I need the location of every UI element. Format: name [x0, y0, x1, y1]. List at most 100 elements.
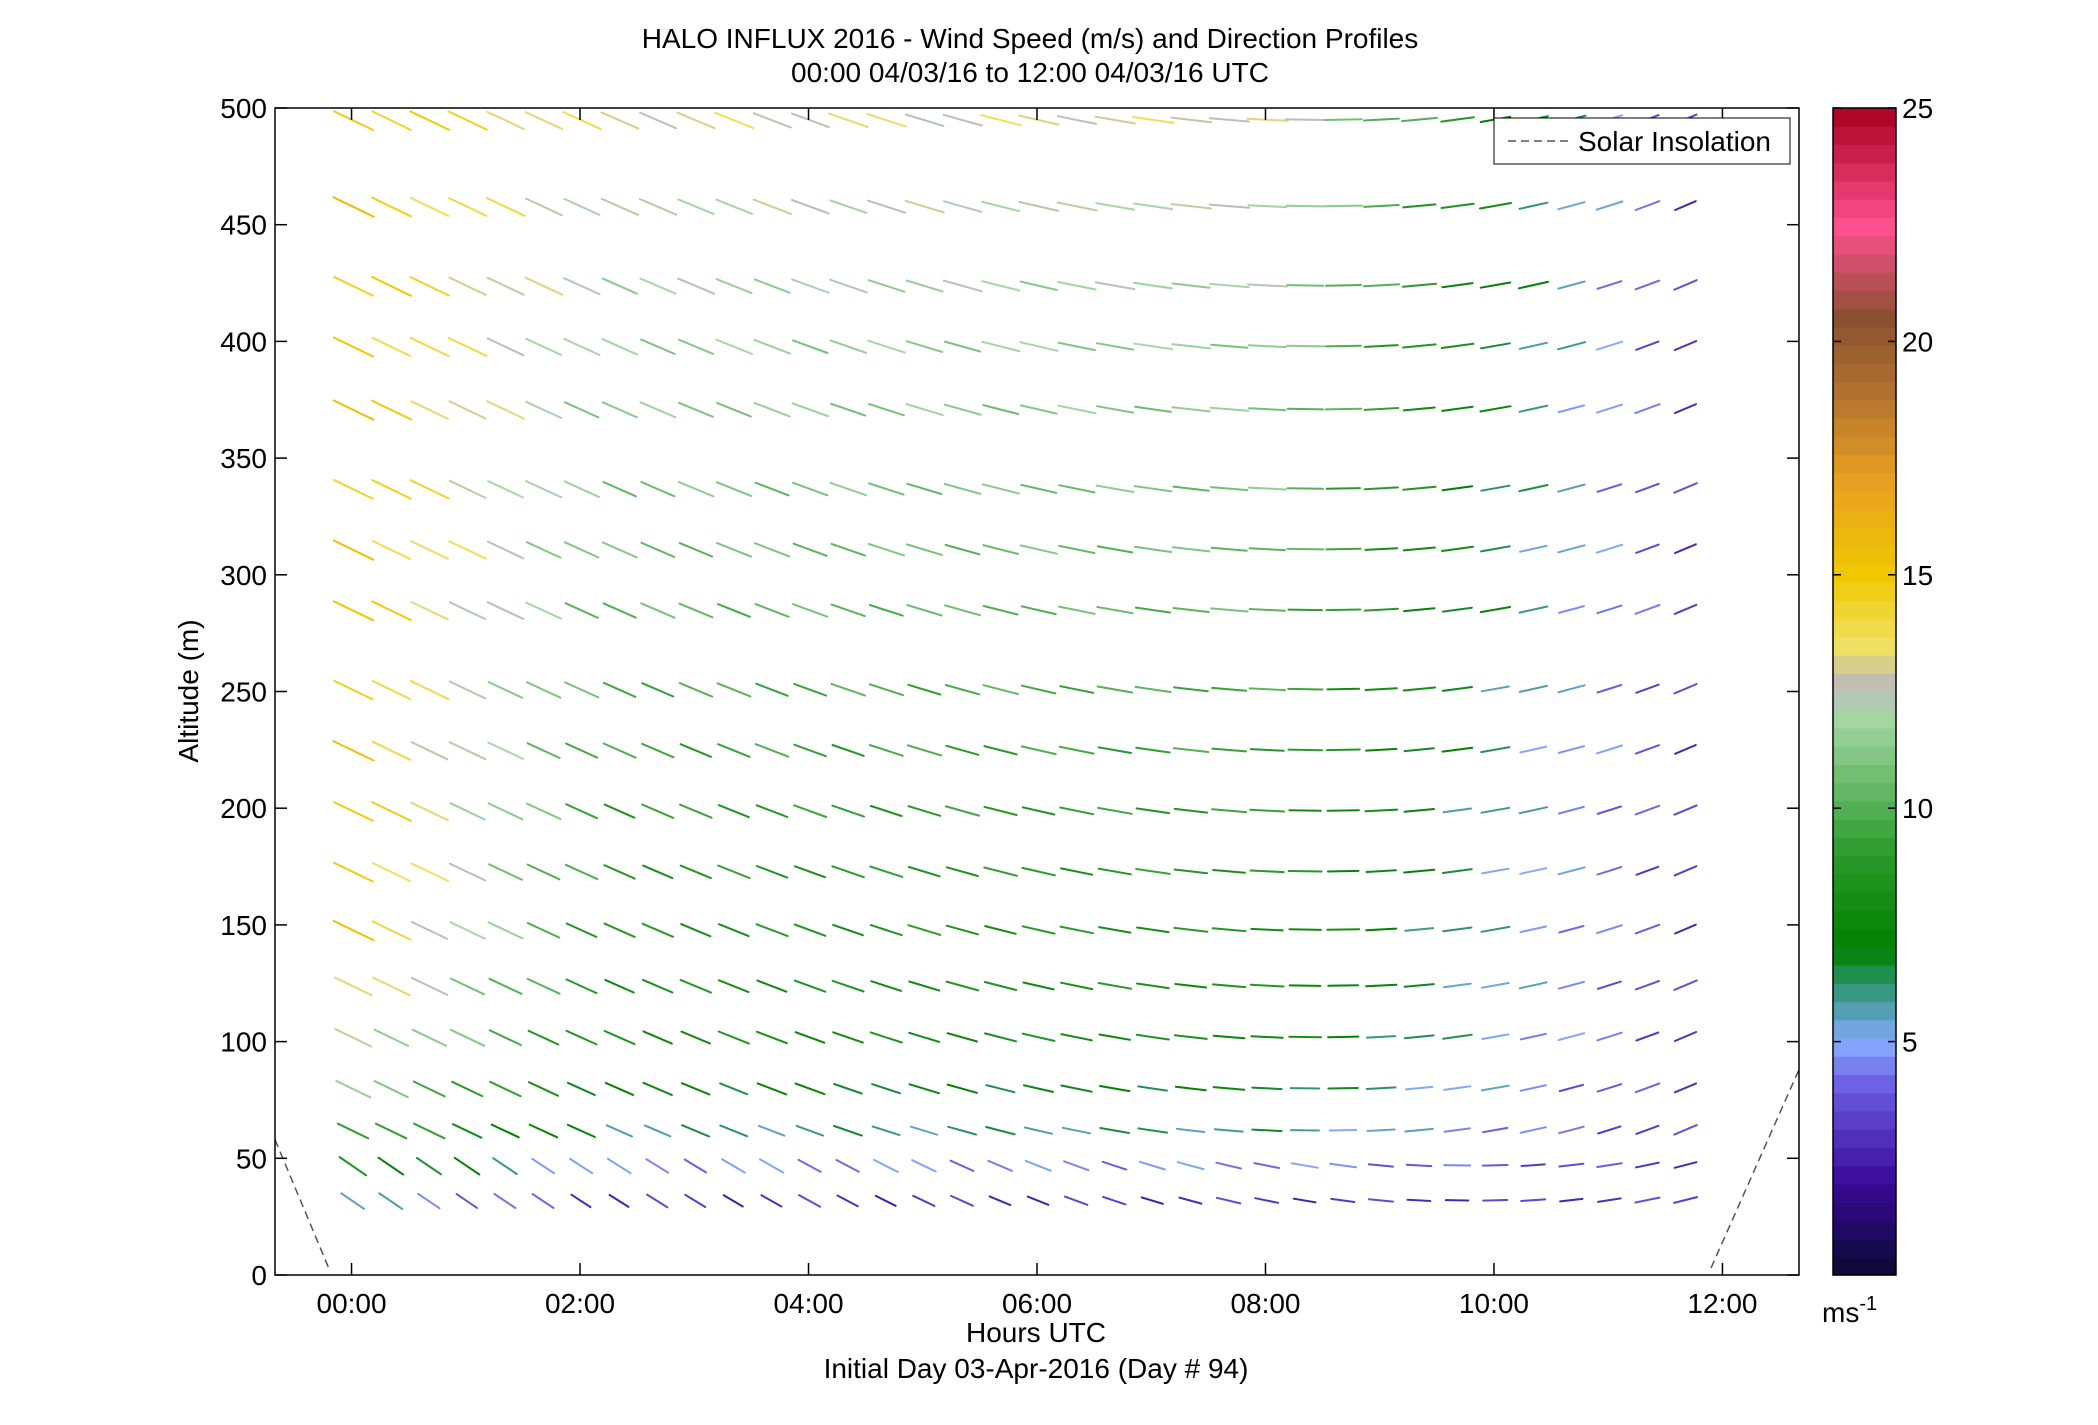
wind-barb	[1634, 279, 1661, 291]
wind-barb	[1557, 404, 1586, 414]
wind-barb	[1060, 1033, 1093, 1042]
wind-barb	[1056, 115, 1098, 125]
wind-barb	[794, 1082, 826, 1096]
wind-barb	[722, 1194, 744, 1208]
wind-barb	[1364, 687, 1398, 691]
wind-barb	[1634, 980, 1660, 991]
wind-barb	[1057, 281, 1097, 291]
wind-barb	[642, 1030, 673, 1045]
wind-barb	[525, 681, 562, 699]
wind-barb	[943, 483, 982, 495]
wind-barb	[866, 113, 908, 128]
wind-barb	[868, 604, 904, 617]
wind-barb	[1097, 746, 1133, 754]
wind-barb	[1215, 1196, 1242, 1205]
wind-barb	[1325, 748, 1361, 752]
wind-barb	[758, 1124, 786, 1137]
wind-barb	[831, 804, 865, 818]
wind-barb	[982, 544, 1020, 555]
x-axis-sublabel: Initial Day 03-Apr-2016 (Day # 94)	[824, 1353, 1249, 1384]
wind-barb	[912, 1194, 936, 1207]
wind-barb	[1595, 744, 1623, 755]
wind-barb	[1324, 118, 1363, 121]
wind-barb	[981, 280, 1021, 292]
wind-barb	[1480, 1084, 1510, 1092]
wind-barb	[1518, 981, 1548, 990]
wind-barb	[1327, 1087, 1359, 1090]
wind-barb	[1402, 406, 1436, 412]
wind-barb	[449, 921, 486, 940]
wind-barb	[752, 198, 793, 215]
colorbar-cell	[1833, 983, 1896, 1003]
wind-barb	[371, 275, 413, 297]
wind-barb	[1520, 1163, 1546, 1167]
wind-barb	[447, 110, 488, 131]
x-tick-label: 00:00	[317, 1288, 387, 1319]
wind-barb	[795, 1124, 825, 1137]
wind-barb	[600, 197, 640, 216]
wind-barb	[1557, 280, 1586, 290]
wind-barb	[646, 1193, 669, 1209]
wind-barb	[1441, 686, 1473, 692]
wind-barb	[907, 805, 942, 817]
colorbar-cell	[1833, 144, 1896, 164]
wind-barb	[908, 980, 941, 992]
wind-barb	[1365, 983, 1398, 988]
colorbar-cell	[1833, 910, 1896, 930]
wind-barb	[1023, 1126, 1053, 1135]
wind-barb	[1133, 202, 1174, 211]
wind-barb	[604, 1081, 635, 1096]
wind-barb	[755, 682, 789, 697]
wind-barb	[1097, 982, 1133, 990]
colorbar-cell	[1833, 618, 1896, 638]
wind-barb	[1215, 1161, 1242, 1170]
wind-barb	[1401, 282, 1437, 288]
wind-barb	[1441, 282, 1474, 289]
wind-barb	[605, 1124, 633, 1138]
wind-barb	[1480, 685, 1510, 693]
wind-barb	[1171, 406, 1211, 413]
wind-barb	[906, 482, 943, 496]
wind-barb	[677, 198, 715, 216]
wind-barb	[1208, 117, 1250, 123]
wind-barb	[1131, 116, 1175, 124]
wind-barb	[1442, 807, 1473, 814]
wind-barb	[1208, 203, 1251, 209]
wind-barb	[486, 400, 525, 420]
wind-barb	[563, 337, 601, 356]
colorbar-cell	[1833, 399, 1896, 419]
wind-barb	[1094, 115, 1136, 125]
wind-barb	[1519, 1084, 1547, 1092]
wind-barb	[1443, 1085, 1472, 1091]
wind-barb	[563, 197, 601, 216]
wind-barb	[1673, 1196, 1698, 1204]
wind-barb	[1096, 685, 1134, 694]
wind-barb	[1134, 606, 1171, 614]
wind-barb	[1363, 117, 1400, 122]
wind-barb	[448, 601, 487, 620]
chart-title: HALO INFLUX 2016 - Wind Speed (m/s) and …	[642, 23, 1419, 54]
wind-barb	[1403, 983, 1435, 988]
wind-barb	[1519, 925, 1548, 934]
wind-barb	[1173, 807, 1209, 814]
colorbar-cell	[1833, 746, 1896, 766]
wind-barb	[1133, 485, 1173, 493]
wind-barb	[1247, 204, 1288, 209]
wind-barb	[1365, 747, 1398, 752]
wind-barb	[791, 402, 829, 418]
wind-barb	[869, 1031, 903, 1044]
wind-barb	[1249, 808, 1285, 813]
wind-barb	[451, 1080, 484, 1098]
wind-barb	[988, 1195, 1012, 1207]
wind-barb	[1519, 1032, 1547, 1041]
colorbar-cell	[1833, 490, 1896, 510]
wind-barb	[983, 745, 1018, 756]
colorbar-cell	[1833, 691, 1896, 711]
wind-barb	[602, 481, 637, 498]
colorbar-cell	[1833, 1183, 1896, 1203]
chart-subtitle: 00:00 04/03/16 to 12:00 04/03/16 UTC	[791, 57, 1269, 88]
colorbar-cell	[1833, 217, 1896, 237]
wind-barb	[1325, 547, 1362, 551]
wind-barb	[1326, 928, 1361, 931]
wind-barb	[1096, 545, 1134, 554]
